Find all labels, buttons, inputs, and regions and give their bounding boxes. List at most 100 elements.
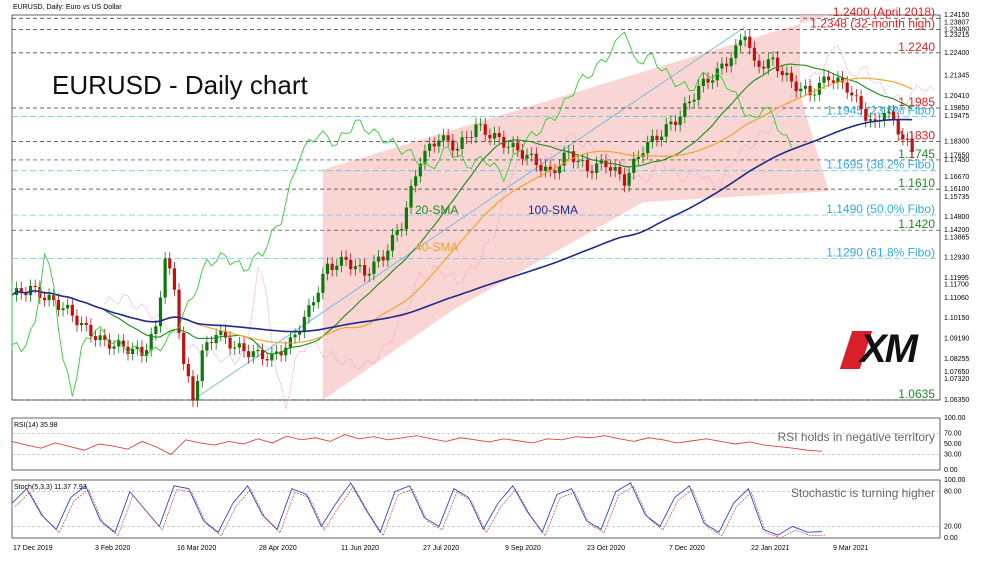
- candle-body-23: [117, 340, 121, 347]
- x-tick-7: 23 Oct 2020: [587, 545, 625, 552]
- candle-body-194: [910, 139, 914, 152]
- candle-body-41: [200, 350, 204, 382]
- y-tick-15: 1.14800: [944, 214, 969, 221]
- candle-body-93: [441, 135, 446, 141]
- candle-body-90: [428, 143, 432, 151]
- candle-body-66: [316, 292, 320, 303]
- y-tick-5: 1.21345: [944, 73, 969, 80]
- candle-body-38: [186, 363, 190, 377]
- candle-body-112: [530, 153, 534, 156]
- candle-body-11: [61, 308, 65, 311]
- candle-body-51: [247, 351, 251, 358]
- candle-body-125: [590, 171, 594, 173]
- candle-body-164: [771, 57, 775, 60]
- candle-body-29: [144, 350, 149, 356]
- candle-body-167: [785, 72, 789, 76]
- candle-body-148: [697, 86, 701, 100]
- candle-body-15: [80, 322, 84, 326]
- candle-body-190: [892, 111, 896, 120]
- candle-body-45: [219, 330, 223, 335]
- candle-body-9: [52, 294, 56, 300]
- rsi-tick-3: 30.00: [944, 451, 962, 458]
- y-tick-22: 1.10150: [944, 315, 969, 322]
- candle-body-143: [673, 121, 678, 125]
- candle-body-135: [636, 157, 640, 159]
- rsi-tick-4: 0.00: [944, 467, 958, 474]
- xm-logo: XM: [839, 327, 920, 371]
- candle-body-101: [479, 124, 483, 126]
- candle-body-33: [163, 258, 167, 298]
- candle-body-181: [850, 92, 854, 96]
- candle-body-111: [525, 155, 529, 159]
- candle-body-47: [228, 337, 232, 349]
- candle-body-4: [28, 285, 33, 296]
- candle-body-132: [622, 174, 627, 186]
- candle-body-28: [140, 346, 144, 356]
- candle-body-24: [121, 340, 125, 347]
- candle-body-16: [84, 322, 88, 325]
- level-label-0: 1.2400 (April 2018): [833, 5, 935, 19]
- candle-body-44: [214, 334, 218, 344]
- rising-channel: [322, 15, 829, 400]
- candle-body-146: [687, 101, 692, 104]
- candle-body-104: [492, 133, 497, 139]
- candle-body-34: [168, 258, 172, 269]
- candle-body-13: [70, 304, 74, 316]
- rsi-note: RSI holds in negative territory: [778, 430, 935, 444]
- candle-body-96: [455, 148, 460, 151]
- candle-body-102: [483, 124, 487, 135]
- candle-body-188: [882, 113, 886, 121]
- candle-body-10: [56, 299, 60, 311]
- candle-body-186: [873, 119, 877, 122]
- x-tick-8: 7 Dec 2020: [669, 545, 705, 552]
- stoch-tick-1: 80.00: [944, 489, 962, 496]
- candle-body-176: [827, 76, 831, 81]
- candle-body-32: [158, 297, 163, 327]
- y-tick-26: 1.07320: [944, 376, 969, 383]
- candle-body-152: [715, 68, 719, 81]
- candle-body-85: [404, 207, 408, 230]
- candle-body-79: [376, 256, 381, 262]
- candle-body-80: [381, 256, 385, 261]
- candle-body-108: [511, 142, 515, 147]
- candle-body-170: [799, 88, 803, 92]
- y-tick-20: 1.11700: [944, 281, 969, 288]
- candle-body-157: [738, 40, 743, 46]
- y-tick-23: 1.09190: [944, 336, 969, 343]
- candle-body-42: [205, 342, 209, 351]
- candle-body-87: [414, 176, 418, 186]
- stoch-tick-3: 0.00: [944, 535, 958, 542]
- candle-body-166: [780, 71, 784, 76]
- candle-body-58: [279, 351, 283, 356]
- candle-body-115: [544, 166, 548, 171]
- rsi-label: RSI(14) 35.98: [14, 422, 58, 429]
- x-tick-2: 16 Mar 2020: [177, 545, 216, 552]
- candle-body-67: [321, 273, 325, 293]
- candle-body-54: [260, 350, 265, 360]
- candle-body-114: [539, 165, 543, 171]
- candle-body-129: [608, 167, 613, 171]
- candle-body-5: [33, 285, 37, 287]
- x-tick-1: 3 Feb 2020: [95, 545, 131, 552]
- candle-body-136: [641, 153, 645, 158]
- candle-body-193: [905, 138, 910, 140]
- candle-body-72: [344, 256, 348, 260]
- candle-body-133: [627, 172, 631, 186]
- candle-body-92: [437, 140, 441, 147]
- y-tick-10: 1.17650: [944, 153, 969, 160]
- candle-body-117: [553, 170, 557, 174]
- candle-body-20: [103, 335, 107, 340]
- candle-body-184: [864, 108, 868, 121]
- candle-body-139: [655, 135, 659, 141]
- candle-body-182: [854, 95, 859, 97]
- x-tick-0: 17 Dec 2019: [13, 545, 53, 552]
- candle-body-84: [400, 229, 404, 231]
- candle-body-140: [660, 136, 664, 141]
- stoch-tick-2: 20.00: [944, 523, 962, 530]
- y-tick-24: 1.08255: [944, 356, 969, 363]
- sma-label-1: 40-SMA: [415, 240, 458, 254]
- trend-line: [192, 26, 746, 401]
- candle-body-156: [734, 45, 738, 59]
- y-tick-12: 1.16670: [944, 174, 969, 181]
